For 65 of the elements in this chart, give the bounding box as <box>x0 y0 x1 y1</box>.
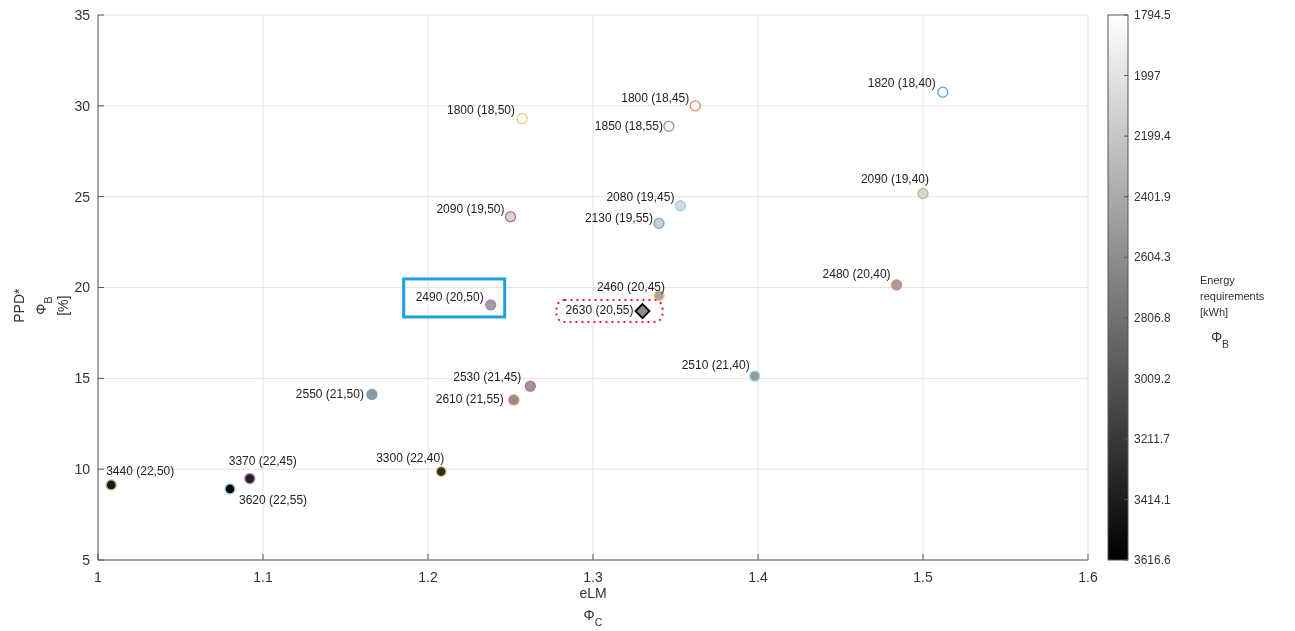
color-bar-label: 3211.7 <box>1134 432 1171 447</box>
data-label: 2490 (20,50) <box>415 290 484 305</box>
point <box>516 112 528 125</box>
data-label: 1800 (18,50) <box>446 102 516 117</box>
point <box>435 465 447 478</box>
point <box>937 86 949 98</box>
color-bar-label: 3616.6 <box>1134 553 1172 568</box>
data-label: 3620 (22,55) <box>239 493 308 508</box>
point <box>890 279 903 291</box>
point <box>504 211 517 223</box>
data-label: 2090 (19,40) <box>860 171 929 186</box>
point <box>244 472 256 485</box>
y-tick-label: 30 <box>74 97 91 114</box>
y-tick-label: 15 <box>74 370 91 387</box>
x-tick-label: 1.2 <box>418 569 438 585</box>
data-label: 2630 (20,55) <box>565 303 634 318</box>
point <box>524 380 536 392</box>
point <box>663 120 675 133</box>
data-label: 2080 (19,45) <box>606 189 675 204</box>
point <box>485 299 497 311</box>
point <box>366 388 378 401</box>
color-bar-label: 3009.2 <box>1134 371 1172 386</box>
y-tick-label: 25 <box>74 188 91 205</box>
color-bar-title: Energy requirements [kWh] Φ$_{B}$ <box>1200 274 1265 350</box>
data-label: 2550 (21,50) <box>295 386 364 401</box>
data-label: 1820 (18,40) <box>867 76 936 91</box>
point <box>508 394 520 406</box>
data-label: 1850 (18,55) <box>594 118 663 133</box>
color-bar-label: 1794.5 <box>1134 8 1172 23</box>
color-bar-label: 1997 <box>1134 68 1162 83</box>
point <box>749 370 761 382</box>
data-label: 2130 (19,55) <box>584 210 653 225</box>
y-tick-label: 35 <box>74 6 91 23</box>
point <box>105 479 117 491</box>
data-label: 2510 (21,40) <box>681 358 750 373</box>
data-label: 2530 (21,45) <box>453 370 522 385</box>
y-tick-label: 10 <box>74 461 91 478</box>
x-axis-title: eLM Φ$_{C}$ <box>579 585 607 628</box>
x-tick-label: 1.5 <box>913 569 933 585</box>
data-label: 1800 (18,45) <box>621 91 690 106</box>
color-bar-label: 2401.9 <box>1134 189 1172 204</box>
y-tick-label: 5 <box>82 551 91 568</box>
color-bar-label: 2604.3 <box>1134 250 1172 265</box>
point <box>689 100 701 112</box>
data-label: 3440 (22,50) <box>106 464 175 479</box>
point <box>674 200 687 212</box>
color-bar-label: 2806.8 <box>1134 310 1172 325</box>
x-tick-label: 1.1 <box>253 569 273 585</box>
color-bar-label: 3414.1 <box>1134 492 1172 507</box>
data-label: 2480 (20,40) <box>822 267 891 282</box>
color-bar-label: 2199.4 <box>1134 129 1172 144</box>
data-label: 2610 (21,55) <box>435 392 504 407</box>
point <box>634 303 651 320</box>
x-tick-label: 1.6 <box>1078 569 1098 585</box>
data-label: 3370 (22,45) <box>228 453 297 468</box>
data-label: 2460 (20,45) <box>596 279 665 294</box>
x-tick-label: 1.4 <box>748 569 768 585</box>
data-label: 3300 (22,40) <box>376 450 445 465</box>
point <box>224 483 236 495</box>
y-tick-label: 20 <box>74 279 91 296</box>
x-tick-label: 1 <box>94 569 103 585</box>
x-tick-label: 1.3 <box>583 569 603 585</box>
data-label: 2090 (19,50) <box>436 201 505 216</box>
point <box>653 217 665 230</box>
point <box>917 187 929 200</box>
